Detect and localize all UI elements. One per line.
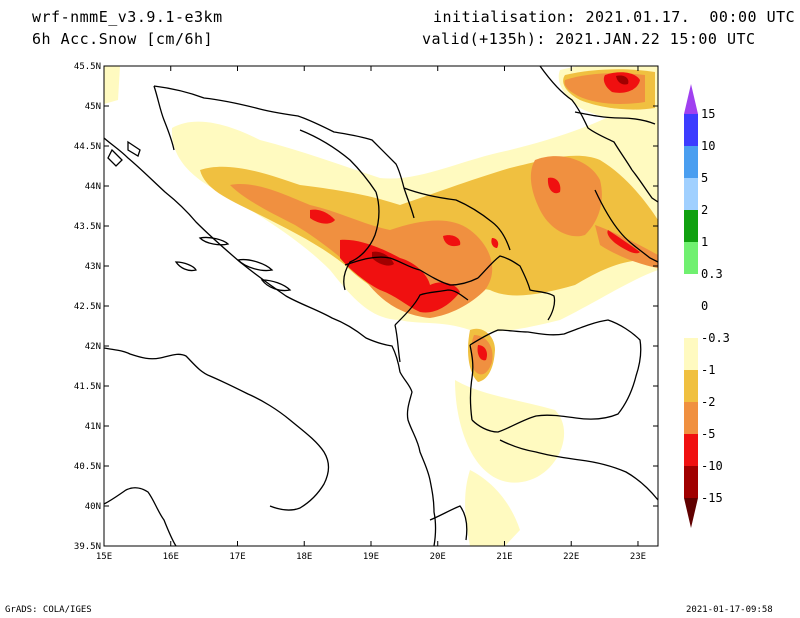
lat-tick-label: 40.5N <box>74 462 101 472</box>
lat-tick-label: 43N <box>85 262 101 272</box>
lat-tick-label: 43.5N <box>74 222 101 232</box>
colorbar-label: 0.3 <box>701 267 723 281</box>
colorbar-bottom-arrow <box>684 498 698 528</box>
colorbar-swatch <box>684 274 698 306</box>
colorbar-swatch <box>684 114 698 146</box>
colorbar-label: -2 <box>701 395 715 409</box>
lat-tick-label: 44.5N <box>74 142 101 152</box>
lat-tick-label: 45.5N <box>74 62 101 72</box>
colorbar-swatch <box>684 466 698 498</box>
colorbar-swatch <box>684 370 698 402</box>
colorbar: 15 10 5 2 1 0.3 0 -0.3 -1 -2 -5 -10 -15 <box>684 84 730 528</box>
software-credit: GrADS: COLA/IGES <box>5 605 92 615</box>
valid-time: valid(+135h): 2021.JAN.22 15:00 UTC <box>422 30 756 48</box>
colorbar-label: -5 <box>701 427 715 441</box>
colorbar-top-arrow <box>684 84 698 114</box>
lon-tick-label: 18E <box>296 552 312 562</box>
lon-tick-label: 23E <box>630 552 646 562</box>
lon-tick-label: 21E <box>496 552 512 562</box>
lon-tick-label: 16E <box>163 552 179 562</box>
lat-tick-label: 45N <box>85 102 101 112</box>
render-timestamp: 2021-01-17-09:58 <box>686 605 773 615</box>
colorbar-swatch <box>684 306 698 338</box>
lat-tick-label: 44N <box>85 182 101 192</box>
lon-tick-label: 22E <box>563 552 579 562</box>
initialisation-time: initialisation: 2021.01.17. 00:00 UTC <box>433 8 796 26</box>
colorbar-label: 5 <box>701 171 708 185</box>
colorbar-label: 10 <box>701 139 715 153</box>
colorbar-swatch <box>684 178 698 210</box>
lat-tick-label: 39.5N <box>74 542 101 552</box>
lat-tick-label: 42N <box>85 342 101 352</box>
colorbar-swatch <box>684 146 698 178</box>
lon-tick-label: 19E <box>363 552 379 562</box>
lon-tick-label: 17E <box>229 552 245 562</box>
colorbar-label: -15 <box>701 491 723 505</box>
model-title: wrf-nmmE_v3.9.1-e3km <box>32 8 223 26</box>
snow-field <box>104 66 658 546</box>
colorbar-label: 2 <box>701 203 708 217</box>
colorbar-swatch <box>684 402 698 434</box>
colorbar-label: -10 <box>701 459 723 473</box>
lat-tick-label: 41N <box>85 422 101 432</box>
lat-tick-label: 42.5N <box>74 302 101 312</box>
colorbar-swatch <box>684 338 698 370</box>
colorbar-swatch <box>684 242 698 274</box>
coastlines-and-borders <box>104 66 658 546</box>
lon-tick-label: 15E <box>96 552 112 562</box>
lat-tick-label: 40N <box>85 502 101 512</box>
colorbar-label: 0 <box>701 299 708 313</box>
colorbar-swatch <box>684 434 698 466</box>
field-title: 6h Acc.Snow [cm/6h] <box>32 30 214 48</box>
colorbar-label: 1 <box>701 235 708 249</box>
colorbar-label: -0.3 <box>701 331 730 345</box>
colorbar-swatch <box>684 210 698 242</box>
colorbar-label: -1 <box>701 363 715 377</box>
longitude-ticks: 15E 16E 17E 18E 19E 20E 21E 22E 23E <box>96 66 646 562</box>
lat-tick-label: 41.5N <box>74 382 101 392</box>
lon-tick-label: 20E <box>430 552 446 562</box>
colorbar-label: 15 <box>701 107 715 121</box>
latitude-ticks: 45.5N 45N 44.5N 44N 43.5N 43N 42.5N 42N 41.5N 41N… <box>74 62 658 552</box>
